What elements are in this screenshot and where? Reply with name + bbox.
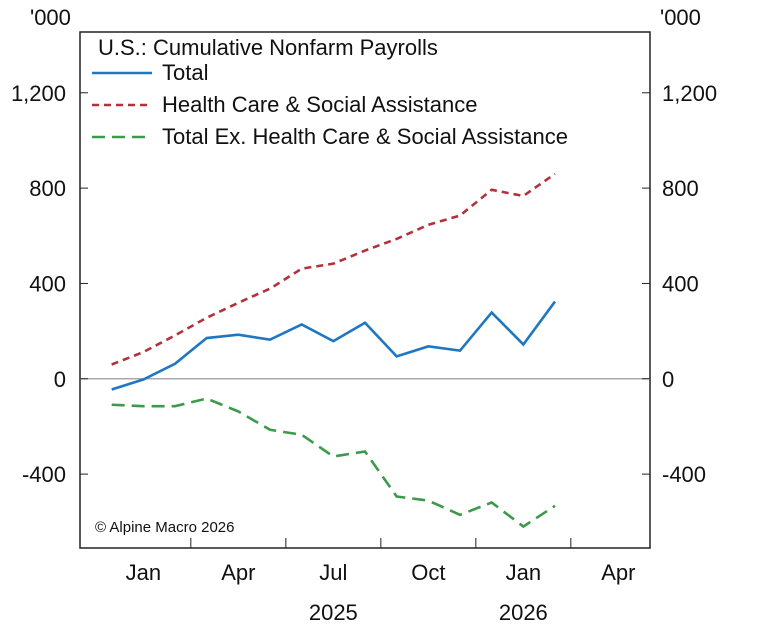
year-label: 2025 bbox=[309, 600, 358, 625]
y-tick-label-right: -400 bbox=[662, 462, 706, 487]
x-tick-label: Jan bbox=[506, 560, 541, 585]
series-line-0 bbox=[111, 300, 557, 391]
x-tick-label: Jul bbox=[319, 560, 347, 585]
y-tick-label-left: -400 bbox=[22, 462, 66, 487]
y-tick-label-right: 1,200 bbox=[662, 81, 717, 106]
legend-label: Health Care & Social Assistance bbox=[162, 92, 478, 117]
x-tick-label: Apr bbox=[221, 560, 255, 585]
y-tick-label-left: 400 bbox=[29, 271, 66, 296]
year-label: 2026 bbox=[499, 600, 548, 625]
legend-label: Total bbox=[162, 60, 208, 85]
x-tick-label: Apr bbox=[601, 560, 635, 585]
plot-frame bbox=[79, 31, 651, 549]
chart-title: U.S.: Cumulative Nonfarm Payrolls bbox=[98, 35, 438, 60]
unit-label-left: '000 bbox=[30, 5, 71, 30]
y-tick-label-left: 1,200 bbox=[11, 81, 66, 106]
legend-label: Total Ex. Health Care & Social Assistanc… bbox=[162, 124, 568, 149]
y-tick-label-right: 0 bbox=[662, 367, 674, 392]
series-line-2 bbox=[111, 397, 556, 529]
y-tick-label-left: 0 bbox=[54, 367, 66, 392]
y-tick-label-right: 400 bbox=[662, 271, 699, 296]
series-line-1 bbox=[111, 172, 556, 366]
x-tick-label: Oct bbox=[411, 560, 445, 585]
unit-label-right: '000 bbox=[660, 5, 701, 30]
y-tick-label-right: 800 bbox=[662, 176, 699, 201]
copyright-annotation: © Alpine Macro 2026 bbox=[95, 519, 234, 536]
x-tick-label: Jan bbox=[126, 560, 161, 585]
y-tick-label-left: 800 bbox=[29, 176, 66, 201]
